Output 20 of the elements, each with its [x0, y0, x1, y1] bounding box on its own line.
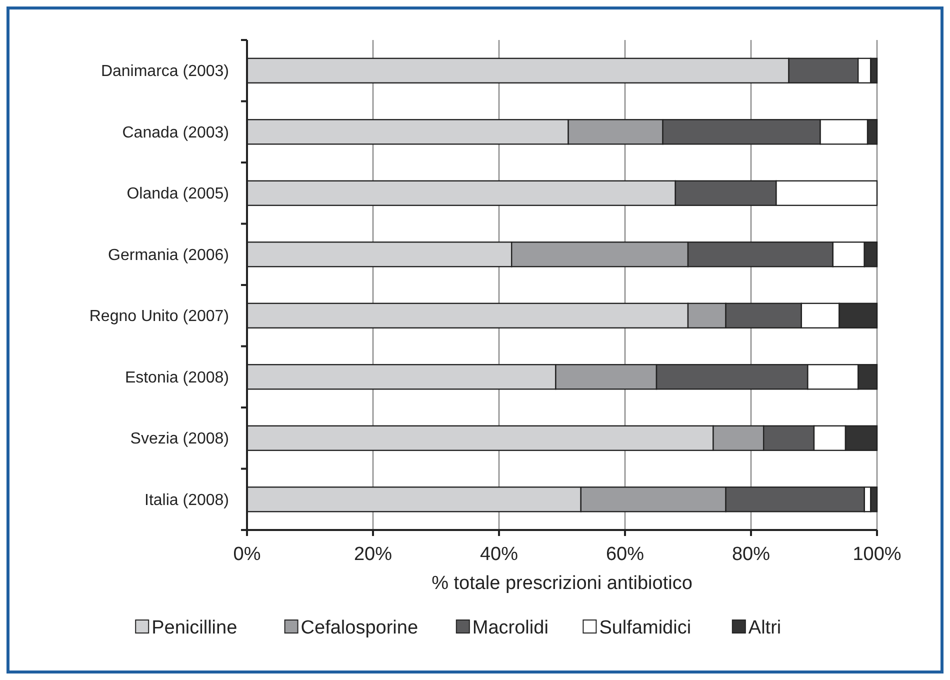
y-tick-label: Italia (2008) [144, 492, 229, 509]
x-tick-label: 0% [233, 544, 261, 565]
x-tick-label: 20% [354, 544, 392, 565]
y-tick-label: Danimarca (2003) [100, 63, 229, 80]
x-axis-title: % totale prescrizioni antibiotico [432, 573, 692, 594]
x-tick-label: 100% [852, 544, 902, 565]
x-tick-label: 60% [606, 544, 644, 565]
y-tick-label: Germania (2006) [108, 246, 229, 264]
legend-label: Altri [748, 618, 782, 639]
x-tick-label: 80% [732, 544, 770, 565]
x-tick-label: 40% [480, 544, 518, 565]
y-tick-label: Olanda (2005) [126, 186, 229, 203]
legend-label: Macrolidi [472, 618, 548, 639]
legend-label: Sulfamidici [599, 618, 692, 639]
y-tick-label: Estonia (2008) [124, 369, 229, 386]
y-tick-label: Svezia (2008) [130, 430, 229, 448]
legend-label: Penicilline [152, 618, 238, 639]
y-tick-label: Canada (2003) [122, 124, 229, 142]
y-tick-label: Regno Unito (2007) [89, 308, 229, 326]
legend-label: Cefalosporine [300, 618, 418, 639]
